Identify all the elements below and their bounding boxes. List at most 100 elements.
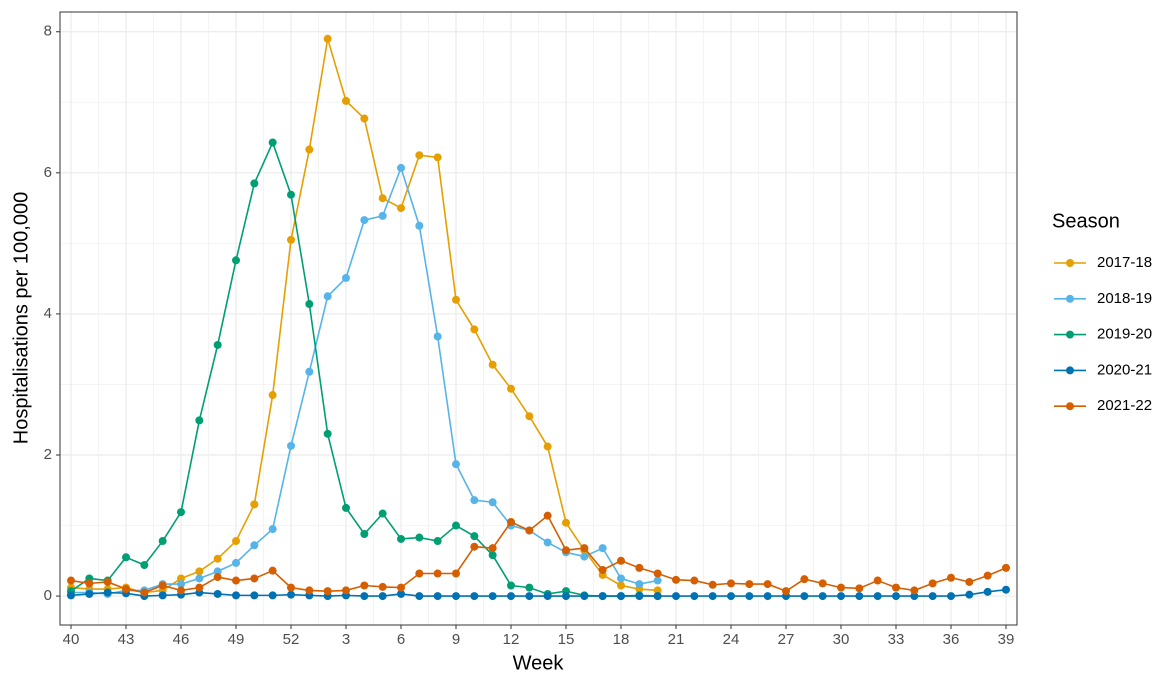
data-point bbox=[653, 586, 662, 595]
data-point bbox=[983, 571, 992, 580]
data-point bbox=[433, 592, 442, 601]
data-point bbox=[617, 592, 625, 601]
data-point bbox=[378, 211, 387, 220]
data-point bbox=[397, 204, 405, 213]
data-point bbox=[928, 579, 937, 588]
data-point bbox=[507, 592, 515, 601]
data-point bbox=[268, 138, 277, 147]
x-tick-label: 43 bbox=[118, 631, 135, 648]
data-point bbox=[763, 592, 772, 601]
data-point bbox=[580, 592, 589, 601]
x-tick-label: 27 bbox=[778, 631, 795, 648]
data-point bbox=[213, 589, 222, 598]
data-point bbox=[562, 592, 570, 601]
y-tick-label: 4 bbox=[44, 305, 52, 322]
y-tick-label: 6 bbox=[44, 164, 52, 181]
data-point bbox=[928, 592, 937, 601]
data-point bbox=[452, 569, 460, 578]
data-point bbox=[800, 575, 809, 584]
x-tick-label: 12 bbox=[503, 631, 520, 648]
data-point bbox=[653, 592, 662, 601]
data-point bbox=[653, 576, 662, 585]
x-tick-label: 40 bbox=[63, 631, 80, 648]
data-point bbox=[342, 503, 350, 512]
data-point bbox=[177, 508, 185, 517]
data-point bbox=[635, 563, 644, 572]
x-tick-label: 49 bbox=[228, 631, 245, 648]
panel-border bbox=[59, 11, 1018, 626]
data-point bbox=[470, 542, 479, 551]
data-point bbox=[562, 518, 570, 527]
data-point bbox=[360, 114, 369, 123]
data-point bbox=[323, 587, 332, 596]
data-point bbox=[287, 583, 295, 592]
series-line bbox=[70, 514, 1007, 594]
data-point bbox=[397, 163, 405, 172]
x-tick-label: 39 bbox=[998, 631, 1015, 648]
data-point bbox=[1002, 585, 1010, 594]
data-point bbox=[635, 592, 644, 601]
data-point bbox=[250, 591, 259, 600]
x-tick-label: 3 bbox=[342, 631, 350, 648]
data-point bbox=[415, 533, 424, 542]
plot-area bbox=[67, 34, 1010, 601]
data-point bbox=[268, 391, 277, 400]
data-point bbox=[342, 586, 350, 595]
data-point bbox=[213, 554, 222, 563]
data-point bbox=[727, 579, 735, 588]
data-point bbox=[470, 496, 479, 505]
data-point bbox=[305, 145, 314, 154]
data-point bbox=[195, 567, 204, 576]
data-point bbox=[543, 442, 552, 451]
data-point bbox=[140, 588, 149, 597]
data-point bbox=[342, 273, 350, 282]
data-point bbox=[268, 525, 277, 534]
x-tick-label: 15 bbox=[558, 631, 575, 648]
data-point bbox=[360, 581, 369, 590]
data-point bbox=[85, 589, 94, 598]
data-point bbox=[470, 325, 479, 334]
data-point bbox=[323, 34, 332, 43]
data-point bbox=[378, 582, 387, 591]
data-point bbox=[892, 592, 900, 601]
data-point bbox=[855, 592, 864, 601]
data-point bbox=[232, 537, 240, 546]
x-tick-label: 9 bbox=[452, 631, 460, 648]
data-point bbox=[378, 509, 387, 518]
data-point bbox=[232, 558, 240, 567]
grid bbox=[60, 12, 1017, 625]
legend-key-point bbox=[1066, 294, 1074, 303]
data-point bbox=[250, 179, 259, 188]
data-point bbox=[983, 587, 992, 596]
data-point bbox=[415, 569, 424, 578]
data-point bbox=[818, 592, 827, 601]
data-point bbox=[507, 581, 515, 590]
data-point bbox=[672, 575, 680, 584]
legend-label: 2021-22 bbox=[1097, 397, 1152, 414]
data-point bbox=[782, 587, 790, 596]
data-point bbox=[122, 585, 130, 594]
data-point bbox=[653, 569, 662, 578]
data-point bbox=[268, 591, 277, 600]
data-point bbox=[708, 592, 717, 601]
data-point bbox=[617, 581, 625, 590]
data-point bbox=[507, 384, 515, 393]
x-tick-label: 52 bbox=[283, 631, 300, 648]
data-point bbox=[543, 538, 552, 547]
data-point bbox=[708, 580, 717, 589]
data-point bbox=[507, 518, 515, 527]
data-point bbox=[158, 581, 167, 590]
x-tick-label: 24 bbox=[723, 631, 740, 648]
data-point bbox=[305, 300, 314, 309]
data-point bbox=[452, 521, 460, 530]
data-point bbox=[598, 592, 607, 601]
x-tick-label: 36 bbox=[943, 631, 960, 648]
data-point bbox=[525, 592, 534, 601]
x-tick-label: 33 bbox=[888, 631, 905, 648]
data-point bbox=[562, 546, 570, 555]
data-point bbox=[67, 591, 75, 600]
data-point bbox=[305, 586, 314, 595]
data-point bbox=[892, 583, 900, 592]
